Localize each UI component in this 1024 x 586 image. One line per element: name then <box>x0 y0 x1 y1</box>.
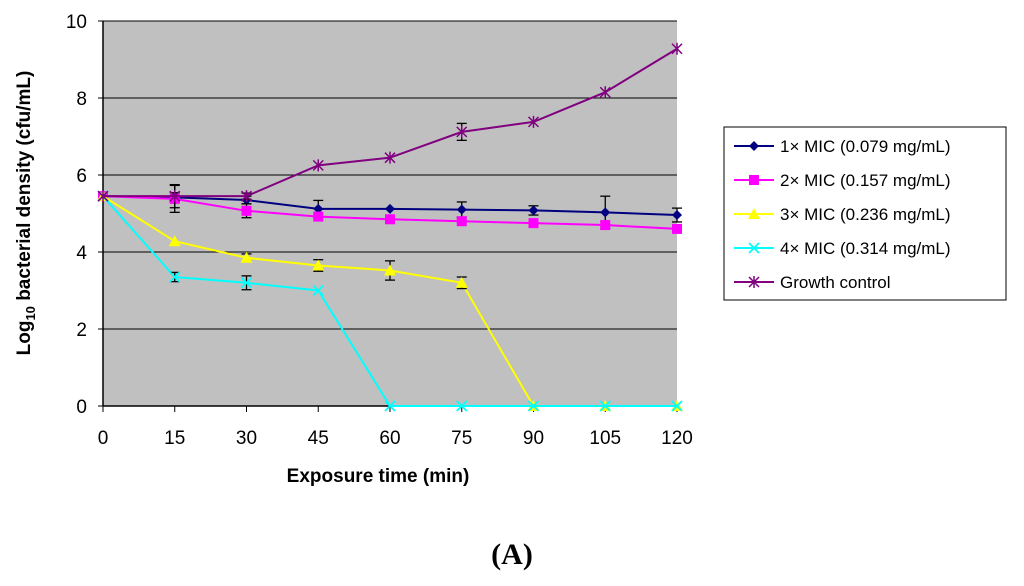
x-tick-label: 45 <box>308 428 329 449</box>
y-axis-title: Log10 bacterial density (cfu/mL) <box>14 71 38 356</box>
legend-label: 4× MIC (0.314 mg/mL) <box>780 239 951 258</box>
data-point <box>240 251 253 263</box>
data-point <box>528 205 539 216</box>
data-point <box>600 220 611 231</box>
data-point <box>671 400 683 412</box>
data-point <box>456 216 467 227</box>
data-point <box>600 207 611 218</box>
x-tick-label: 90 <box>523 428 544 449</box>
data-point <box>455 276 468 288</box>
data-point <box>169 190 181 203</box>
x-axis-title: Exposure time (min) <box>287 466 470 487</box>
x-tick-label: 75 <box>451 428 472 449</box>
legend-swatch-marker <box>749 141 759 151</box>
data-point <box>672 223 682 234</box>
data-point <box>528 218 539 229</box>
data-point <box>312 284 324 297</box>
data-point <box>384 151 396 164</box>
legend: 1× MIC (0.079 mg/mL) 2× MIC (0.157 mg/mL)… <box>723 126 1007 301</box>
x-tick-label: 30 <box>236 428 257 449</box>
gridlines <box>103 20 677 330</box>
y-tick-label: 2 <box>76 320 87 341</box>
legend-entry-3: 3× MIC (0.236 mg/mL) <box>734 205 951 224</box>
legend-entry-4: 4× MIC (0.314 mg/mL) <box>734 239 951 258</box>
y-axis-title-subscript: 10 <box>23 306 38 320</box>
x-tick-label: 60 <box>379 428 400 449</box>
y-tick-label: 4 <box>76 243 87 264</box>
x-tick-label: 0 <box>98 428 109 449</box>
data-point <box>527 400 540 412</box>
x-tick-label: 15 <box>164 428 185 449</box>
data-point <box>385 214 395 225</box>
y-tick-label: 6 <box>76 166 87 187</box>
series-layer <box>97 42 683 412</box>
tick-labels: 0 2 4 6 8 10 0 15 30 45 60 75 90 105 120 <box>66 12 693 449</box>
data-point <box>240 190 253 203</box>
data-point <box>527 115 540 128</box>
legend-swatch-marker <box>748 242 760 254</box>
legend-label: 3× MIC (0.236 mg/mL) <box>780 205 951 224</box>
data-point <box>671 42 683 55</box>
data-point <box>384 400 396 412</box>
data-point <box>312 259 325 271</box>
y-tick-label: 10 <box>66 12 87 33</box>
x-tick-label: 120 <box>661 428 693 449</box>
data-point <box>169 271 181 283</box>
legend-label: 1× MIC (0.079 mg/mL) <box>780 137 951 156</box>
legend-swatch-marker <box>748 276 760 288</box>
y-axis-title-suffix: bacterial density (cfu/mL) <box>14 71 35 306</box>
data-point <box>240 277 253 289</box>
data-point <box>456 204 467 215</box>
data-point <box>313 211 324 222</box>
data-point <box>599 400 611 412</box>
y-tick-label: 8 <box>76 89 87 110</box>
data-point <box>456 125 468 138</box>
data-point <box>312 159 324 172</box>
data-point <box>456 400 468 412</box>
legend-entry-1: 1× MIC (0.079 mg/mL) <box>734 137 951 156</box>
data-point <box>384 264 396 276</box>
data-point <box>385 203 395 214</box>
panel-label: (A) <box>491 538 533 571</box>
legend-label: 2× MIC (0.157 mg/mL) <box>780 171 951 190</box>
data-point <box>168 235 181 247</box>
series-5 <box>97 42 683 209</box>
legend-swatch-marker <box>748 208 760 219</box>
data-point <box>672 210 682 221</box>
data-point <box>97 190 109 203</box>
y-axis-title-prefix: Log <box>14 321 35 356</box>
x-tick-label: 105 <box>589 428 621 449</box>
legend-entry-5: Growth control <box>734 273 891 292</box>
data-point <box>241 205 252 216</box>
data-point <box>313 203 324 214</box>
legend-entry-2: 2× MIC (0.157 mg/mL) <box>734 171 951 190</box>
y-tick-label: 0 <box>76 397 87 418</box>
legend-swatch-marker <box>749 175 759 185</box>
legend-label: Growth control <box>780 273 891 292</box>
data-point <box>599 86 611 99</box>
